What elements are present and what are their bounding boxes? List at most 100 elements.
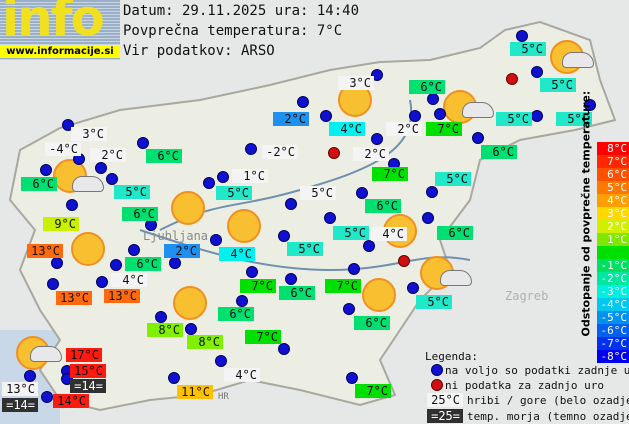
station-dot[interactable] [285, 273, 297, 285]
station-temperature-label: 11°C [177, 385, 213, 399]
station-temperature-label: 6°C [125, 257, 161, 271]
station-dot[interactable] [531, 66, 543, 78]
station-dot[interactable] [409, 110, 421, 122]
station-dot[interactable] [24, 370, 36, 382]
station-dot[interactable] [185, 323, 197, 335]
station-dot[interactable] [356, 187, 368, 199]
sun-icon [173, 286, 207, 320]
station-dot[interactable] [348, 263, 360, 275]
station-dot[interactable] [96, 276, 108, 288]
station-temperature-label: 13°C [2, 382, 38, 396]
station-dot[interactable] [422, 212, 434, 224]
station-dot[interactable] [95, 162, 107, 174]
station-temperature-label: 6°C [146, 149, 182, 163]
cloud-icon [462, 102, 494, 118]
station-dot[interactable] [236, 295, 248, 307]
station-dot[interactable] [210, 234, 222, 246]
sun-icon [71, 232, 105, 266]
station-dot[interactable] [217, 171, 229, 183]
station-dot[interactable] [278, 343, 290, 355]
logo: info www.informacije.si [0, 0, 120, 60]
red-dot-icon [431, 379, 443, 391]
station-dot[interactable] [371, 69, 383, 81]
station-dot[interactable] [434, 108, 446, 120]
station-dot[interactable] [584, 99, 596, 111]
scale-step: 4°C [597, 194, 629, 207]
station-temperature-label: 2°C [90, 148, 126, 162]
station-dot[interactable] [426, 186, 438, 198]
station-temperature-label: 5°C [496, 112, 532, 126]
station-temperature-label: 2°C [386, 122, 422, 136]
station-dot[interactable] [346, 372, 358, 384]
station-dot[interactable] [169, 257, 181, 269]
station-dot[interactable] [324, 212, 336, 224]
station-dot[interactable] [343, 303, 355, 315]
hr-label: HR [218, 392, 229, 402]
station-temperature-label: 8°C [187, 335, 223, 349]
station-dot[interactable] [203, 177, 215, 189]
station-temperature-label: -4°C [45, 142, 81, 156]
station-temperature-label: 13°C [104, 289, 140, 303]
station-temperature-label: -2°C [262, 145, 298, 159]
color-scale: 8°C 7°C 6°C 5°C 4°C 3°C 2°C 1°C -1°C -2°C -3°C -4°C… [597, 142, 629, 363]
station-dot[interactable] [472, 132, 484, 144]
station-dot[interactable] [106, 173, 118, 185]
scale-step: -5°C [597, 311, 629, 324]
station-dot[interactable] [427, 93, 439, 105]
legend-title: Legenda: [425, 350, 478, 363]
station-dot[interactable] [40, 164, 52, 176]
scale-step: -1°C [597, 259, 629, 272]
station-dot[interactable] [168, 372, 180, 384]
station-dot[interactable] [516, 30, 528, 42]
station-temperature-label: 4°C [371, 227, 407, 241]
station-dot-no-data[interactable] [328, 147, 340, 159]
station-dot[interactable] [371, 133, 383, 145]
date-line: Datum: 29.11.2025 ura: 14:40 [123, 3, 360, 19]
scale-step: -2°C [597, 272, 629, 285]
station-dot[interactable] [245, 143, 257, 155]
station-dot[interactable] [41, 391, 53, 403]
station-dot[interactable] [128, 244, 140, 256]
station-dot[interactable] [407, 282, 419, 294]
station-temperature-label: 5°C [114, 185, 150, 199]
station-dot-no-data[interactable] [506, 73, 518, 85]
station-temperature-label: 5°C [333, 226, 369, 240]
station-dot[interactable] [246, 266, 258, 278]
station-dot[interactable] [297, 96, 309, 108]
station-temperature-label: 6°C [218, 307, 254, 321]
legend-mountain: hribi / gore (belo ozadje) [467, 394, 629, 407]
station-dot[interactable] [531, 110, 543, 122]
station-temperature-label: 6°C [354, 316, 390, 330]
station-dot-no-data[interactable] [398, 255, 410, 267]
station-temperature-label: 7°C [355, 384, 391, 398]
station-dot[interactable] [110, 259, 122, 271]
station-dot[interactable] [47, 278, 59, 290]
scale-step: -7°C [597, 337, 629, 350]
station-dot[interactable] [278, 230, 290, 242]
station-dot[interactable] [51, 257, 63, 269]
station-temperature-label: 2°C [164, 244, 200, 258]
cloud-icon [562, 52, 594, 68]
logo-url[interactable]: www.informacije.si [0, 45, 120, 58]
station-dot[interactable] [363, 240, 375, 252]
legend-red: ni podatka za zadnjo uro [445, 379, 604, 392]
scale-step: -6°C [597, 324, 629, 337]
station-dot[interactable] [137, 137, 149, 149]
blue-dot-icon [431, 364, 443, 376]
station-temperature-label: 6°C [409, 80, 445, 94]
zagreb-label: Zagreb [505, 289, 548, 303]
station-dot[interactable] [155, 311, 167, 323]
station-dot[interactable] [215, 355, 227, 367]
station-temperature-label: 2°C [273, 112, 309, 126]
station-temperature-label: 5°C [435, 172, 471, 186]
station-temperature-label: 4°C [224, 368, 260, 382]
station-dot[interactable] [66, 199, 78, 211]
station-dot[interactable] [285, 198, 297, 210]
station-temperature-label: 7°C [240, 279, 276, 293]
station-temperature-label: 7°C [426, 122, 462, 136]
average-temperature: Povprečna temperatura: 7°C [123, 23, 343, 39]
station-temperature-label: 17°C [66, 348, 102, 362]
station-dot[interactable] [320, 110, 332, 122]
station-temperature-label: 13°C [56, 291, 92, 305]
station-temperature-label: 13°C [27, 244, 63, 258]
